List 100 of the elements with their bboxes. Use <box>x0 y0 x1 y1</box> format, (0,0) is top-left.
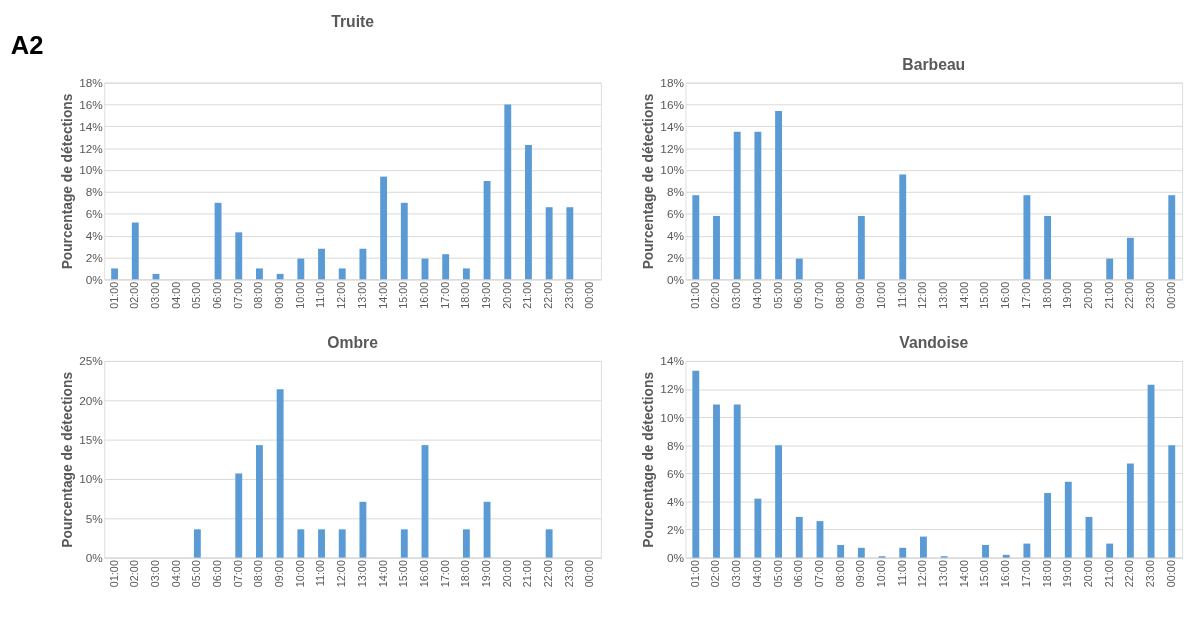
x-tick-label: 21:00 <box>1102 281 1115 309</box>
x-tick-label: 07:00 <box>231 560 244 588</box>
y-tick-label: 0% <box>85 551 104 566</box>
bar <box>400 529 408 558</box>
bar <box>1147 384 1155 558</box>
x-tick-label: 12:00 <box>335 281 348 309</box>
bar <box>1064 481 1072 558</box>
x-tick-label: 13:00 <box>355 281 368 309</box>
chart-title: Barbeau <box>902 55 966 73</box>
bar <box>1023 195 1031 280</box>
bar <box>111 268 119 280</box>
x-tick-label: 10:00 <box>293 281 306 309</box>
x-tick-label: 23:00 <box>562 281 575 309</box>
x-tick-label: 16:00 <box>417 281 430 309</box>
y-tick-label: 2% <box>666 522 685 537</box>
bar <box>504 104 512 280</box>
bar <box>1044 493 1052 558</box>
bar <box>837 545 845 558</box>
x-tick-label: 23:00 <box>1144 560 1157 588</box>
bar <box>566 207 574 280</box>
bar <box>1044 215 1052 280</box>
x-tick-label: 05:00 <box>771 560 784 588</box>
x-tick-label: 13:00 <box>937 560 950 588</box>
x-tick-label: 17:00 <box>1019 560 1032 588</box>
x-tick-label: 23:00 <box>1144 281 1157 309</box>
bar <box>483 180 491 280</box>
x-tick-label: 21:00 <box>521 281 534 309</box>
y-tick-label: 8% <box>666 438 685 453</box>
y-tick-label: 16% <box>660 97 685 112</box>
y-axis-title: Pourcentage de détections <box>641 93 657 270</box>
x-tick-label: 20:00 <box>1081 281 1094 309</box>
y-tick-label: 5% <box>85 511 104 526</box>
bar <box>545 207 553 280</box>
x-tick-label: 12:00 <box>916 281 929 309</box>
x-tick-label: 02:00 <box>709 560 722 588</box>
y-axis-title: Pourcentage de détections <box>60 93 76 270</box>
bar <box>899 174 907 280</box>
bar <box>256 445 263 558</box>
bar <box>318 529 325 558</box>
x-tick-label: 19:00 <box>480 560 493 588</box>
x-tick-label: 02:00 <box>128 560 141 588</box>
x-tick-label: 03:00 <box>730 281 743 309</box>
x-tick-label: 15:00 <box>397 560 410 588</box>
x-tick-label: 18:00 <box>1040 560 1053 588</box>
bar <box>1168 445 1176 558</box>
x-tick-label: 13:00 <box>937 281 950 309</box>
bar <box>857 547 865 558</box>
x-tick-label: 17:00 <box>438 560 451 588</box>
bar <box>1126 463 1134 558</box>
x-tick-label: 06:00 <box>211 560 224 588</box>
bar <box>775 445 783 558</box>
x-tick-label: 16:00 <box>417 560 430 588</box>
bar <box>775 111 783 280</box>
x-tick-label: 03:00 <box>148 281 161 309</box>
bar <box>462 529 470 558</box>
x-tick-label: 08:00 <box>833 560 846 588</box>
bar <box>297 529 305 558</box>
bar <box>982 545 989 558</box>
x-tick-label: 18:00 <box>459 281 472 309</box>
x-tick-label: 22:00 <box>1123 560 1136 588</box>
bar <box>131 222 139 280</box>
y-tick-label: 12% <box>660 382 685 397</box>
x-tick-label: 22:00 <box>1123 281 1136 309</box>
y-tick-label: 10% <box>660 163 685 178</box>
y-tick-label: 2% <box>666 250 685 265</box>
x-tick-label: 19:00 <box>1061 560 1074 588</box>
x-tick-label: 23:00 <box>562 560 575 588</box>
x-tick-label: 22:00 <box>542 281 555 309</box>
bar <box>483 501 491 558</box>
x-tick-label: 01:00 <box>107 281 120 309</box>
y-tick-label: 8% <box>85 185 104 200</box>
x-tick-label: 04:00 <box>169 281 182 309</box>
bar <box>713 404 720 558</box>
x-tick-label: 02:00 <box>709 281 722 309</box>
x-tick-label: 01:00 <box>688 560 701 588</box>
y-tick-label: 18% <box>660 76 685 91</box>
bar <box>1106 258 1114 280</box>
y-tick-label: 0% <box>85 272 104 287</box>
x-tick-label: 07:00 <box>812 281 825 309</box>
y-tick-label: 14% <box>660 119 685 134</box>
x-tick-label: 07:00 <box>231 281 244 309</box>
y-tick-label: 6% <box>85 207 104 222</box>
bar <box>1106 543 1114 558</box>
bar <box>235 232 243 280</box>
x-tick-label: 08:00 <box>252 281 265 309</box>
bar <box>1168 195 1176 280</box>
bar <box>795 516 803 558</box>
x-tick-label: 11:00 <box>314 281 327 309</box>
bar <box>919 536 927 558</box>
y-tick-label: 14% <box>79 119 104 134</box>
chart-title: Truite <box>331 12 375 30</box>
chart-title: Vandoise <box>899 334 969 352</box>
chart-title: Ombre <box>327 334 379 352</box>
x-tick-label: 14:00 <box>957 560 970 588</box>
x-tick-label: 15:00 <box>978 560 991 588</box>
x-tick-label: 20:00 <box>1081 560 1094 588</box>
bar <box>338 529 346 558</box>
x-tick-label: 02:00 <box>128 281 141 309</box>
bar <box>692 370 700 558</box>
y-tick-label: 0% <box>666 551 685 566</box>
